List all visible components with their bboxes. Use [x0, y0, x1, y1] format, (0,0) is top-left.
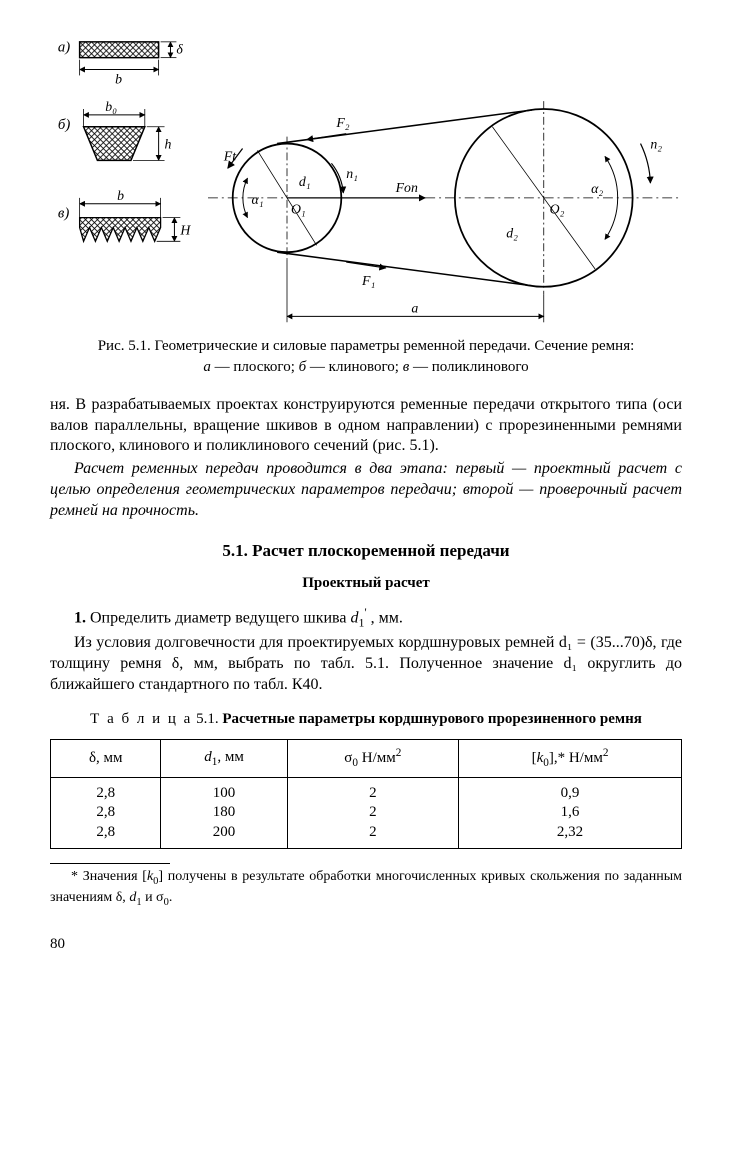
paragraph-1: ня. В разрабатываемых проектах конструир…: [50, 395, 682, 457]
dim-d1: d₁: [299, 174, 311, 189]
belt-bottom: [277, 252, 532, 286]
dim-a: a: [411, 300, 418, 315]
paragraph-3a: 1. Определить диаметр ведущего шкива d1'…: [50, 605, 682, 631]
table-title-bold: Расчетные параметры кордшнурового прорез…: [222, 711, 642, 727]
p3a-tail: , мм.: [367, 609, 403, 626]
col-sigma0: σ0 Н/мм2: [287, 740, 458, 778]
dim-b-a: b: [115, 71, 122, 86]
dim-b0: b₀: [105, 99, 117, 114]
label-b: б): [58, 117, 70, 133]
section-c-shape: [80, 218, 161, 242]
col-d1: d1, мм: [161, 740, 287, 778]
center-o2: O₂: [550, 202, 565, 217]
figure-5-1: а) b δ б) b₀ h в) b H d₁ O₁ α₁ n₁: [50, 30, 682, 326]
table-title: Т а б л и ц а 5.1. Расчетные параметры к…: [50, 710, 682, 730]
figure-svg: а) b δ б) b₀ h в) b H d₁ O₁ α₁ n₁: [50, 30, 682, 326]
n1: n₁: [346, 166, 358, 181]
section-heading: 5.1. Расчет плоскоременной передачи: [50, 540, 682, 562]
dim-h: h: [165, 137, 172, 152]
cell-sigma0: 2 2 2: [287, 777, 458, 849]
dim-b-c: b: [117, 188, 124, 203]
col-k0: [k0],* Н/мм2: [459, 740, 682, 778]
footnote: * Значения [k0] получены в результате об…: [50, 868, 682, 909]
caption-a-txt: — плоского;: [211, 359, 299, 375]
table-title-prefix: Т а б л и ц а: [90, 711, 192, 727]
F1: F₁: [361, 273, 375, 288]
paragraph-3b: Из условия долговечности для проектируем…: [50, 633, 682, 695]
sub-heading: Проектный расчет: [50, 574, 682, 594]
dim-H: H: [179, 222, 191, 237]
F2: F₂: [335, 115, 349, 130]
alpha1: α₁: [251, 192, 263, 207]
n2: n₂: [650, 137, 662, 152]
dim-delta: δ: [176, 42, 183, 57]
page-number: 80: [50, 935, 682, 955]
figure-caption: Рис. 5.1. Геометрические и силовые парам…: [50, 336, 682, 377]
col-delta: δ, мм: [51, 740, 161, 778]
label-c: в): [58, 206, 69, 222]
alpha2: α₂: [591, 181, 603, 196]
caption-b-txt: — клинового;: [306, 359, 403, 375]
cell-d1: 100 180 200: [161, 777, 287, 849]
p3a-text: Определить диаметр ведущего шкива: [86, 609, 350, 626]
table-row: 2,8 2,8 2,8 100 180 200 2 2 2 0,9 1,6 2,…: [51, 777, 682, 849]
table-5-1: δ, мм d1, мм σ0 Н/мм2 [k0],* Н/мм2 2,8 2…: [50, 739, 682, 849]
paragraph-2: Расчет ременных передач проводится в два…: [50, 459, 682, 521]
footnote-rule: [50, 863, 170, 864]
table-header-row: δ, мм d1, мм σ0 Н/мм2 [k0],* Н/мм2: [51, 740, 682, 778]
step-number: 1.: [74, 609, 86, 626]
caption-a: а: [203, 359, 211, 375]
table-title-num: 5.1.: [192, 711, 222, 727]
Ft: Ft: [223, 148, 237, 163]
label-a: а): [58, 40, 70, 56]
caption-line1: Рис. 5.1. Геометрические и силовые парам…: [98, 338, 635, 354]
cell-k0: 0,9 1,6 2,32: [459, 777, 682, 849]
dim-d2: d₂: [506, 225, 518, 240]
section-b-trap: [84, 127, 145, 161]
Fon: Fоп: [395, 180, 418, 195]
cell-delta: 2,8 2,8 2,8: [51, 777, 161, 849]
section-a-rect: [80, 42, 159, 58]
center-o1: O₁: [291, 202, 306, 217]
caption-c-txt: — поликлинового: [409, 359, 528, 375]
